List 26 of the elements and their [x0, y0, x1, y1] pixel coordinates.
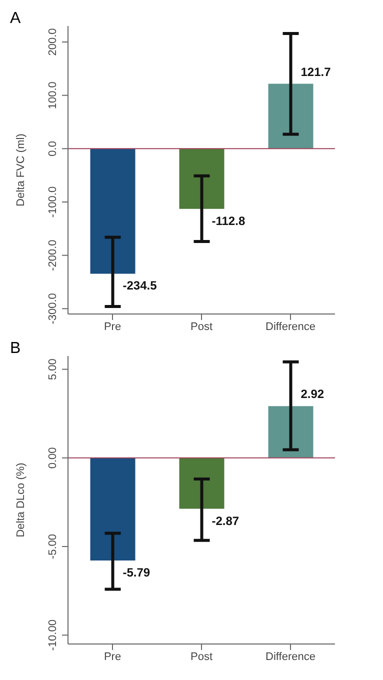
y-tick-label: -300.0: [47, 293, 59, 324]
x-tick-label: Pre: [104, 320, 122, 333]
data-label: 121.7: [300, 64, 332, 79]
y-tick-label: 200.0: [47, 28, 59, 56]
x-tick-label: Difference: [266, 650, 316, 663]
data-label: -5.79: [122, 566, 150, 580]
data-label: -2.87: [212, 514, 240, 528]
x-tick-label: Post: [190, 320, 213, 333]
y-tick-label: 0.0: [47, 141, 59, 156]
chart-title: A: [10, 10, 21, 28]
y-tick-label: -100.0: [47, 186, 59, 218]
data-label: 2.92: [300, 387, 324, 402]
y-axis-title: Delta FVC (ml): [14, 134, 27, 206]
y-tick-label: -5.00: [47, 534, 59, 560]
y-tick-label: 5.00: [47, 358, 59, 380]
y-tick-label: -10.00: [47, 620, 59, 651]
chart-title: B: [10, 340, 21, 358]
x-tick-label: Difference: [266, 320, 316, 333]
x-tick-label: Pre: [104, 650, 122, 663]
y-tick-label: 0.00: [47, 447, 59, 469]
y-axis-title: Delta DLco (%): [14, 462, 27, 538]
y-tick-label: -200.0: [47, 240, 59, 271]
data-label: -112.8: [212, 214, 246, 228]
x-tick-label: Post: [190, 650, 213, 663]
y-tick-label: 100.0: [47, 82, 59, 110]
data-label: -234.5: [122, 278, 158, 293]
